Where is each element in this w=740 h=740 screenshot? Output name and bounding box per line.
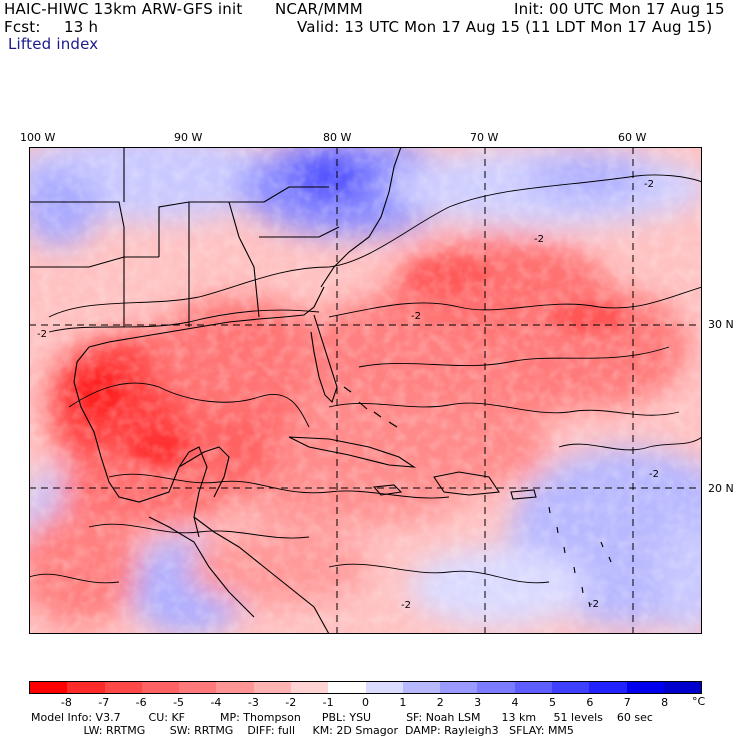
color-scale-tick-label: 6 xyxy=(586,696,594,709)
lon-label-100w: 100 W xyxy=(20,131,56,144)
color-scale-swatch xyxy=(477,682,515,693)
color-scale-swatch xyxy=(290,682,329,693)
color-scale-tick-label: -2 xyxy=(285,696,297,709)
contour-label: -2 xyxy=(534,234,544,245)
lat-label-30n: 30 N xyxy=(708,318,734,331)
color-scale-swatch xyxy=(30,682,68,693)
color-scale-swatch xyxy=(141,682,180,693)
color-scale-tick-label: 8 xyxy=(661,696,669,709)
org-label: NCAR/MMM xyxy=(275,0,363,18)
color-scale-tick-label: 0 xyxy=(362,696,369,709)
color-scale-tick-label: -6 xyxy=(135,696,147,709)
color-scale-swatch xyxy=(514,682,552,693)
color-scale-tick-label: -5 xyxy=(173,696,185,709)
color-scale-tick-label: -3 xyxy=(247,696,259,709)
color-scale-tick-label: 2 xyxy=(436,696,444,709)
lifted-index-map: -2 -2 -2 -2 -2 -2 -2 xyxy=(29,147,702,634)
color-scale-swatch xyxy=(402,682,441,693)
color-scale-swatch xyxy=(328,682,366,693)
contour-label: -2 xyxy=(589,599,599,610)
contour-label: -2 xyxy=(411,311,421,322)
color-scale-swatch xyxy=(551,682,590,693)
lon-label-80w: 80 W xyxy=(323,131,352,144)
contour-label: -2 xyxy=(649,469,659,480)
color-scale-swatch xyxy=(104,682,142,693)
color-scale xyxy=(29,681,702,694)
lon-label-70w: 70 W xyxy=(470,131,499,144)
color-scale-tick-label: 7 xyxy=(623,696,631,709)
model-info-line1: Model Info: V3.7 CU: KF MP: Thompson PBL… xyxy=(31,711,653,724)
model-title: HAIC-HIWC 13km ARW-GFS init xyxy=(4,0,243,18)
color-scale-tick-label: 1 xyxy=(399,696,407,709)
lon-label-60w: 60 W xyxy=(618,131,647,144)
color-scale-tick-label: 3 xyxy=(474,696,482,709)
contour-label: -2 xyxy=(401,600,411,611)
init-time: Init: 00 UTC Mon 17 Aug 15 xyxy=(514,0,725,18)
color-scale-swatch xyxy=(253,682,291,693)
fcst-value: 13 h xyxy=(64,18,99,36)
model-info-line2: LW: RRTMG SW: RRTMG DIFF: full KM: 2D Sm… xyxy=(31,724,574,737)
field-name: Lifted index xyxy=(8,35,99,53)
color-scale-swatch xyxy=(440,682,478,693)
lat-label-20n: 20 N xyxy=(708,482,734,495)
color-scale-swatch xyxy=(179,682,217,693)
color-scale-swatch xyxy=(67,682,105,693)
color-scale-swatch xyxy=(626,682,664,693)
color-scale-tick-label: -4 xyxy=(210,696,222,709)
color-scale-tick-label: 4 xyxy=(511,696,519,709)
color-scale-swatch xyxy=(589,682,627,693)
contour-label: -2 xyxy=(644,179,654,190)
color-scale-swatch xyxy=(216,682,254,693)
color-scale-swatch xyxy=(365,682,403,693)
color-scale-swatch xyxy=(663,682,702,693)
color-scale-tick-label: -7 xyxy=(98,696,110,709)
contour-label: -2 xyxy=(37,329,47,340)
valid-time: Valid: 13 UTC Mon 17 Aug 15 (11 LDT Mon … xyxy=(297,18,713,36)
color-scale-tick-label: -8 xyxy=(60,696,72,709)
unit-label: °C xyxy=(692,695,706,708)
lon-label-90w: 90 W xyxy=(174,131,203,144)
color-scale-tick-label: 5 xyxy=(548,696,556,709)
fcst-label: Fcst: xyxy=(4,18,41,36)
color-scale-tick-label: -1 xyxy=(322,696,334,709)
